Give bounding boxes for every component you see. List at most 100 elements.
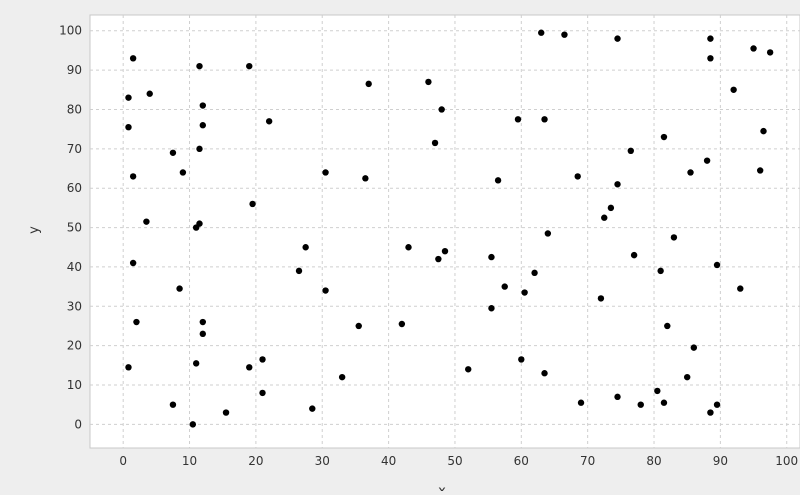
data-point xyxy=(125,364,132,371)
data-point xyxy=(760,127,767,135)
x-tick-label: 70 xyxy=(580,454,595,468)
data-point xyxy=(627,147,634,155)
data-point xyxy=(614,35,621,42)
data-point xyxy=(737,285,744,292)
y-tick-label: 30 xyxy=(67,299,82,313)
y-tick-label: 90 xyxy=(67,63,82,77)
y-tick-label: 80 xyxy=(67,102,82,116)
x-tick-label: 0 xyxy=(119,454,127,468)
data-point xyxy=(222,409,230,416)
data-point xyxy=(246,62,253,70)
data-point xyxy=(249,200,256,208)
data-point xyxy=(133,318,140,326)
data-point xyxy=(196,62,203,70)
data-point xyxy=(664,322,671,330)
data-points xyxy=(125,29,774,428)
data-point xyxy=(713,401,721,408)
data-point xyxy=(531,269,538,277)
data-point xyxy=(713,261,721,269)
data-point xyxy=(501,283,508,290)
y-tick-label: 0 xyxy=(74,417,82,431)
data-point xyxy=(518,356,525,363)
data-point xyxy=(129,55,137,62)
data-point xyxy=(146,90,153,97)
data-point xyxy=(125,123,132,131)
data-point xyxy=(176,285,183,292)
y-tick-label: 20 xyxy=(67,339,82,353)
x-tick-label: 40 xyxy=(381,454,396,468)
data-point xyxy=(630,251,638,259)
data-point xyxy=(561,31,568,38)
y-tick-label: 50 xyxy=(67,221,82,235)
data-point xyxy=(756,167,764,174)
data-point xyxy=(660,133,668,141)
data-point xyxy=(441,247,449,255)
x-tick-label: 30 xyxy=(315,454,330,468)
data-point xyxy=(438,106,445,113)
y-axis-label: y xyxy=(27,226,42,234)
data-point xyxy=(199,102,207,109)
data-point xyxy=(574,173,581,180)
data-point xyxy=(199,122,207,129)
data-point xyxy=(707,55,714,62)
data-point xyxy=(405,244,412,251)
data-point xyxy=(169,401,177,408)
data-point xyxy=(750,45,757,52)
x-tick-labels: 0 10 20 30 40 50 60 70 80 90 100 xyxy=(119,454,798,468)
data-point xyxy=(125,94,132,101)
data-point xyxy=(435,255,442,263)
data-point xyxy=(192,360,200,367)
data-point xyxy=(687,169,694,176)
y-tick-label: 100 xyxy=(59,24,82,38)
y-tick-labels: 0 10 20 30 40 50 60 70 80 90 100 xyxy=(59,24,82,432)
data-point xyxy=(514,116,522,123)
data-point xyxy=(322,287,329,294)
data-point xyxy=(657,267,664,275)
data-point xyxy=(654,387,661,395)
x-tick-label: 90 xyxy=(713,454,728,468)
data-point xyxy=(196,145,203,153)
data-point xyxy=(129,173,137,180)
data-point xyxy=(707,409,714,416)
data-point xyxy=(365,80,372,88)
data-point xyxy=(199,318,207,326)
data-point xyxy=(597,295,605,302)
data-point xyxy=(614,393,621,401)
data-point xyxy=(192,224,200,231)
data-point xyxy=(398,320,406,328)
x-tick-label: 60 xyxy=(514,454,529,468)
data-point xyxy=(607,204,615,212)
data-point xyxy=(259,389,266,397)
data-point xyxy=(465,366,472,373)
data-point xyxy=(189,421,197,428)
data-point xyxy=(601,214,608,221)
data-point xyxy=(538,29,545,36)
data-point xyxy=(425,78,432,86)
data-point xyxy=(355,322,362,330)
data-point xyxy=(544,230,552,237)
data-point xyxy=(670,234,678,241)
data-point xyxy=(730,86,737,93)
data-point xyxy=(766,49,774,56)
data-point xyxy=(199,330,207,338)
data-point xyxy=(309,405,316,412)
data-point xyxy=(169,149,177,156)
data-point xyxy=(541,116,548,123)
data-point xyxy=(690,344,698,351)
data-point xyxy=(494,177,502,184)
data-point xyxy=(143,218,150,225)
data-point xyxy=(683,373,691,381)
data-point xyxy=(338,373,346,381)
x-tick-label: 10 xyxy=(182,454,197,468)
y-tick-label: 60 xyxy=(67,181,82,195)
data-point xyxy=(302,244,309,251)
x-tick-label: 100 xyxy=(775,454,798,468)
y-tick-label: 10 xyxy=(67,378,82,392)
x-tick-label: 20 xyxy=(248,454,263,468)
data-point xyxy=(259,356,266,363)
data-point xyxy=(703,157,711,164)
x-tick-label: 80 xyxy=(646,454,661,468)
data-point xyxy=(707,35,714,42)
data-point xyxy=(295,267,303,275)
